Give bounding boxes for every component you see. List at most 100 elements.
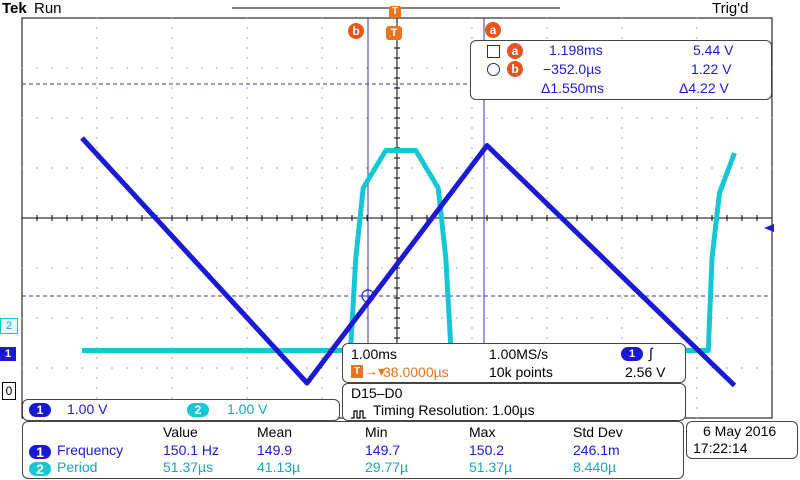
grid-dot [321,237,323,239]
grid-dot [696,197,698,199]
ch2-scale[interactable]: 1.00 V [227,401,268,417]
grid-dot [156,267,158,269]
grid-dot [486,317,488,319]
grid-dot [216,67,218,69]
grid-dot [66,67,68,69]
grid-dot [321,57,323,59]
grid-dot [216,167,218,169]
grid-dot [66,117,68,119]
meas-header-mean: Mean [257,424,293,440]
trigger-position-marker[interactable]: T [389,6,401,18]
grid-dot [621,177,623,179]
grid-dot [711,367,713,369]
meas-name: Period [57,459,98,475]
grid-dot [171,377,173,379]
grid-dot [156,117,158,119]
grid-dot [621,337,623,339]
grid-dot [321,137,323,139]
grid-dot [171,367,173,369]
grid-dot [141,67,143,69]
grid-dot [171,87,173,89]
digital-channel-panel[interactable]: D15–D0 Timing Resolution: 1.00µs [342,383,686,421]
grid-dot [321,157,323,159]
grid-dot [141,167,143,169]
ch1-badge[interactable]: 1 [29,403,51,417]
grid-dot [621,207,623,209]
grid-dot [246,37,248,39]
grid-dot [261,317,263,319]
grid-dot [621,167,623,169]
grid-dot [426,317,428,319]
grid-dot [306,267,308,269]
ch2-ground-marker[interactable]: 2 [0,318,18,334]
cursor-a-handle[interactable]: a [485,22,501,38]
grid-dot [21,117,23,119]
grid-dot [321,107,323,109]
grid-dot [621,127,623,129]
meas-min: 29.77µ [365,459,409,475]
grid-dot [246,367,248,369]
trigger-point-marker[interactable]: T [386,26,402,40]
grid-dot [591,267,593,269]
grid-dot [726,317,728,319]
grid-dot [96,177,98,179]
grid-dot [546,267,548,269]
grid-dot [651,267,653,269]
grid-dot [456,267,458,269]
grid-dot [246,47,248,49]
grid-dot [231,367,233,369]
ch1-scale[interactable]: 1.00 V [67,401,108,417]
grid-dot [471,127,473,129]
grid-dot [651,117,653,119]
measurements-panel[interactable]: Value Mean Min Max Std Dev 1 Frequency 1… [22,421,684,479]
grid-dot [561,167,563,169]
grid-dot [96,337,98,339]
grid-dot [696,177,698,179]
grid-dot [306,317,308,319]
grid-dot [321,177,323,179]
cursor-delta-time: Δ1.550ms [541,80,605,96]
grid-dot [621,247,623,249]
meas-mean: 41.13µ [257,459,301,475]
grid-dot [741,267,743,269]
grid-dot [621,307,623,309]
grid-dot [66,167,68,169]
grid-dot [171,327,173,329]
grid-dot [231,317,233,319]
grid-dot [366,317,368,319]
channel-scale-panel[interactable]: 1 1.00 V 2 1.00 V [22,399,340,421]
grid-dot [546,247,548,249]
grid-dot [696,157,698,159]
grid-dot [321,67,323,69]
digital-ground-marker[interactable]: 0 [2,382,16,400]
grid-dot [696,257,698,259]
grid-dot [156,67,158,69]
grid-dot [21,367,23,369]
grid-dot [186,367,188,369]
grid-dot [171,57,173,59]
grid-dot [606,267,608,269]
grid-dot [51,367,53,369]
grid-dot [171,187,173,189]
grid-dot [546,227,548,229]
grid-dot [471,337,473,339]
grid-dot [171,77,173,79]
grid-dot [561,117,563,119]
rising-edge-icon: ∫ [649,345,653,361]
meas-header-min: Min [365,424,388,440]
grid-dot [96,267,98,269]
ch2-badge[interactable]: 2 [187,403,209,417]
grid-dot [546,17,548,19]
horizontal-trigger-panel[interactable]: 1.00ms 1.00MS/s 1 ∫ T →▾ 38.0000µs 10k p… [342,343,686,383]
grid-dot [531,117,533,119]
grid-dot [276,67,278,69]
ch1-ground-marker[interactable]: 1 [0,347,16,361]
grid-dot [171,17,173,19]
meas-std-dev: 246.1m [573,442,620,458]
grid-dot [321,207,323,209]
grid-dot [231,167,233,169]
cursor-b-handle[interactable]: b [348,23,364,39]
grid-dot [321,227,323,229]
grid-dot [81,117,83,119]
grid-dot [96,297,98,299]
